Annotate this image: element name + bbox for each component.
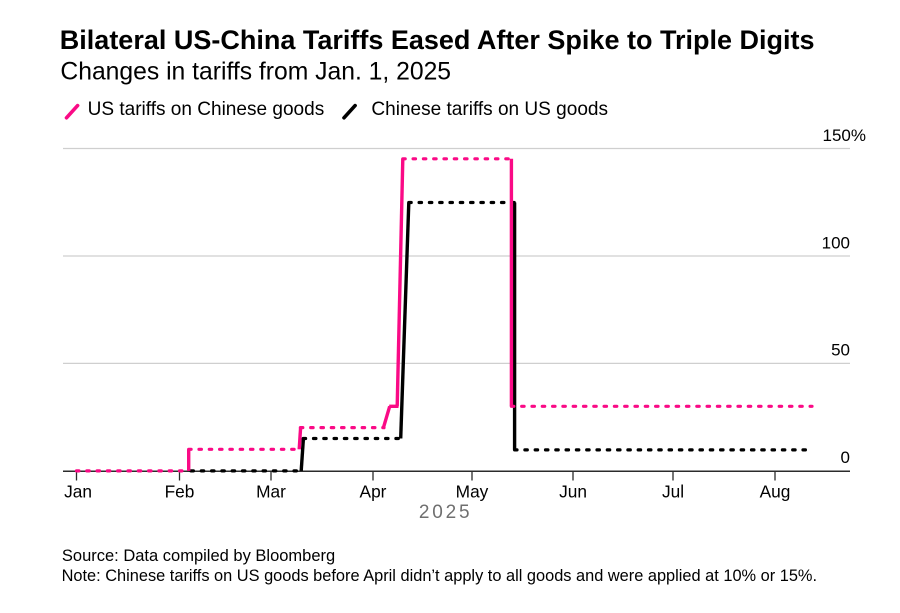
svg-text:Aug: Aug [760, 481, 791, 501]
svg-text:100: 100 [822, 233, 850, 252]
svg-text:Jun: Jun [559, 481, 587, 501]
svg-text:50: 50 [831, 341, 850, 360]
svg-text:0: 0 [841, 448, 850, 467]
svg-text:Chinese tariffs on US goods: Chinese tariffs on US goods [371, 99, 608, 120]
svg-text:May: May [456, 481, 489, 501]
svg-text:Bilateral US-China Tariffs Eas: Bilateral US-China Tariffs Eased After S… [60, 25, 815, 55]
svg-text:2025: 2025 [419, 502, 472, 523]
svg-text:Jul: Jul [662, 481, 684, 501]
svg-text:Feb: Feb [165, 481, 195, 501]
svg-text:150%: 150% [823, 126, 866, 145]
svg-text:Apr: Apr [360, 481, 387, 501]
svg-text:US tariffs on Chinese goods: US tariffs on Chinese goods [88, 99, 325, 120]
svg-text:Source: Data compiled by Bloom: Source: Data compiled by Bloomberg [62, 547, 335, 565]
svg-text:Mar: Mar [256, 481, 286, 501]
svg-text:Note: Chinese tariffs on US go: Note: Chinese tariffs on US goods before… [62, 567, 817, 585]
svg-text:Jan: Jan [64, 481, 92, 501]
svg-text:Changes in tariffs from Jan. 1: Changes in tariffs from Jan. 1, 2025 [60, 59, 451, 86]
